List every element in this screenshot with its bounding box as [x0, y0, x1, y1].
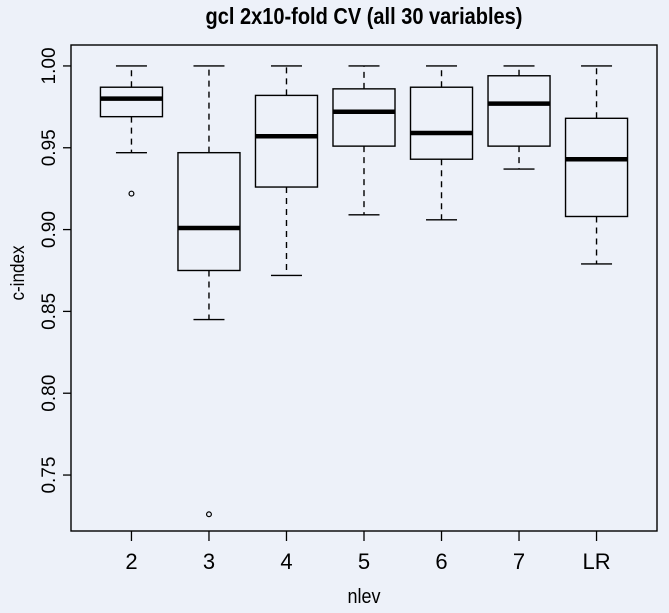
x-tick-label: 2 [125, 549, 137, 574]
y-tick-label: 0.85 [39, 293, 60, 330]
x-tick-label: LR [582, 549, 610, 574]
box-rect [487, 75, 551, 147]
y-tick-label: 0.90 [39, 211, 60, 248]
outlier-point [128, 190, 135, 197]
chart-title: gcl 2x10-fold CV (all 30 variables) [205, 3, 523, 29]
y-tick-label: 0.80 [39, 375, 60, 412]
box-rect [99, 86, 164, 118]
box-rect [332, 88, 396, 147]
y-tick-label: 1.00 [39, 47, 60, 84]
x-axis-label: nlev [347, 586, 381, 608]
outlier-point [205, 511, 212, 518]
x-tick-label: 6 [435, 549, 447, 574]
x-tick-label: 5 [358, 549, 370, 574]
x-tick-label: 4 [280, 549, 292, 574]
box-rect [177, 151, 241, 272]
x-tick-label: 3 [203, 549, 215, 574]
y-axis-label: c-index [8, 245, 29, 301]
box-rect [409, 86, 474, 160]
x-tick-label: 7 [513, 549, 525, 574]
y-tick-label: 0.95 [39, 129, 60, 166]
y-tick-label: 0.75 [39, 457, 60, 494]
box-rect [564, 117, 629, 218]
box-rect [254, 94, 319, 188]
